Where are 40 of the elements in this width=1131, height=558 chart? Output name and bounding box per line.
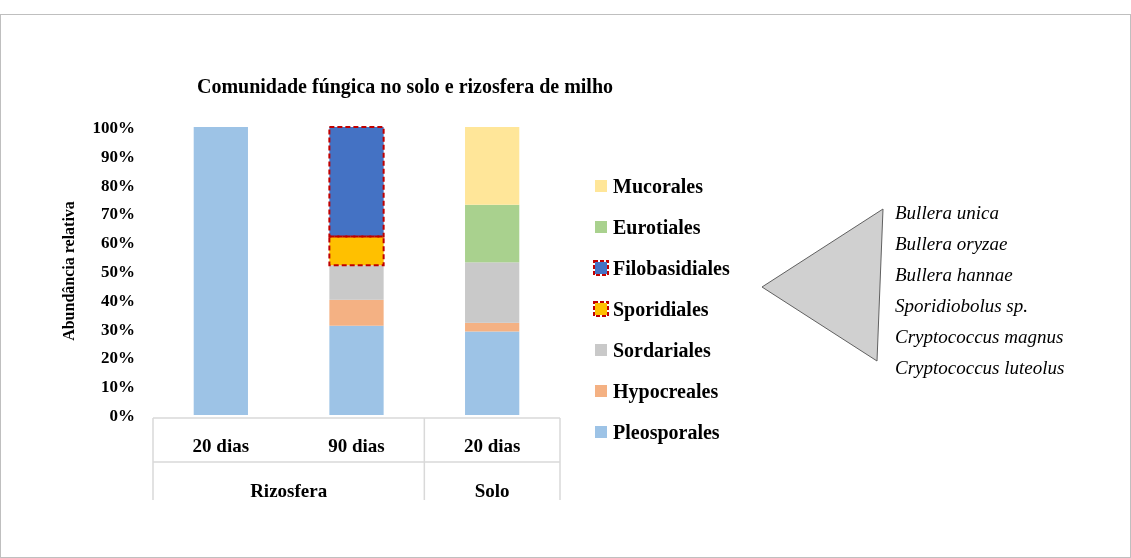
legend-label: Eurotiales bbox=[613, 216, 701, 238]
y-tick-label: 90% bbox=[101, 146, 135, 166]
bar bbox=[465, 204, 520, 263]
legend-label: Mucorales bbox=[613, 175, 704, 197]
bar bbox=[465, 331, 520, 415]
bar bbox=[329, 265, 384, 300]
y-axis-title: Abundância relativa bbox=[60, 201, 77, 341]
chart-title: Comunidade fúngica no solo e rizosfera de milho bbox=[196, 75, 614, 98]
bar bbox=[465, 322, 520, 332]
y-tick-label: 80% bbox=[101, 175, 135, 195]
y-tick-label: 20% bbox=[101, 348, 135, 368]
legend-label: Sordariales bbox=[613, 339, 711, 361]
y-tick-label: 0% bbox=[109, 405, 135, 425]
legend-label: Filobasidiales bbox=[613, 257, 730, 279]
legend-label: Sporidiales bbox=[613, 298, 709, 321]
bar bbox=[465, 127, 520, 205]
y-tick-label: 50% bbox=[101, 261, 135, 281]
text: Rizosfera bbox=[250, 480, 328, 501]
text: Solo bbox=[474, 480, 510, 501]
legend-label: Pleosporales bbox=[613, 421, 720, 444]
text: Bullera hannae bbox=[895, 263, 1013, 285]
text: Bullera oryzae bbox=[895, 232, 1008, 254]
y-tick-label: 40% bbox=[101, 290, 135, 310]
x-tick-label: 90 dias bbox=[328, 435, 385, 456]
y-tick-label: 60% bbox=[101, 233, 135, 253]
bar bbox=[193, 127, 248, 415]
text: Cryptococcus luteolus bbox=[895, 356, 1065, 378]
bar bbox=[465, 262, 520, 323]
legend-label: Hypocreales bbox=[613, 380, 719, 403]
y-tick-label: 30% bbox=[101, 319, 135, 339]
x-tick-label: 20 dias bbox=[463, 435, 521, 456]
y-tick-label: 10% bbox=[101, 377, 135, 397]
y-tick-label: 70% bbox=[101, 204, 135, 224]
text: Cryptococcus magnus bbox=[895, 325, 1064, 347]
text: Bullera unica bbox=[895, 201, 999, 223]
bar bbox=[329, 299, 384, 326]
y-tick-label: 100% bbox=[92, 117, 135, 137]
x-tick-label: 20 dias bbox=[192, 435, 250, 456]
bar bbox=[329, 325, 384, 415]
text: Sporidiobolus sp. bbox=[895, 294, 1029, 316]
